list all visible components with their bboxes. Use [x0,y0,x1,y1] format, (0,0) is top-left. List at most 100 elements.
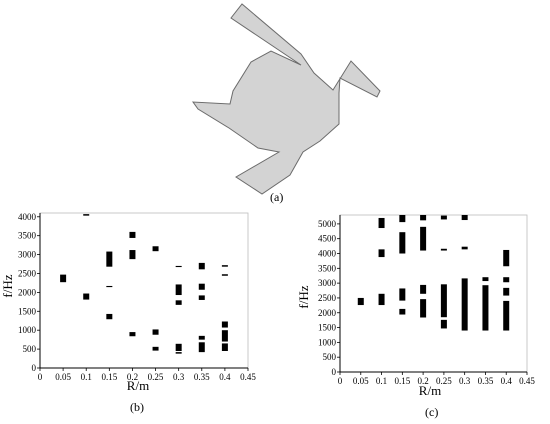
data-mark [175,284,182,296]
data-mark [60,274,67,283]
x-tick-label: 0.35 [478,376,494,386]
data-mark [152,246,159,252]
plot-frame [339,214,528,373]
data-mark [378,217,385,229]
y-tick-label: 3500 [18,231,37,241]
y-axis-label: f/Hz [0,274,15,297]
data-mark [221,330,228,342]
data-mark [129,231,136,238]
chart-b: 0 0.05 0.1 0.15 0.2 0.25 0.3 0.35 0.4 0.45 0 500 100… [0,212,256,393]
data-mark [106,285,113,288]
y-tick-label: 5000 [318,219,337,229]
data-mark [83,293,90,300]
data-mark [378,293,385,306]
data-mark [420,299,427,318]
x-axis-label: R/m [419,383,441,398]
y-tick-label: 4000 [18,212,37,222]
y-tick-label: 4500 [318,234,337,244]
data-mark [83,214,90,216]
x-tick-label: 0.25 [436,376,452,386]
data-mark [129,332,136,337]
y-tick-label: 3500 [318,263,337,273]
data-mark [106,251,113,267]
data-mark [175,300,182,305]
data-mark [378,249,385,258]
y-tick-label: 2000 [318,308,337,318]
chart-c: 0 0.05 0.1 0.15 0.2 0.25 0.3 0.35 0.4 0.45 0 500 100… [296,214,535,398]
x-tick-label: 0.4 [501,376,513,386]
data-mark [221,343,228,351]
data-mark [482,285,489,331]
data-mark [482,277,489,282]
impeller-shape [191,3,381,195]
data-mark [221,321,228,328]
data-mark [440,215,447,220]
data-mark [175,343,182,351]
caption-c: (c) [425,405,439,419]
x-tick-label: 0.15 [394,376,410,386]
data-mark [399,308,406,315]
x-tick-label: 0.3 [173,372,185,382]
y-tick-label: 500 [23,344,37,354]
data-mark [198,283,205,290]
data-mark [420,226,427,251]
data-mark [461,215,468,221]
y-tick-label: 2000 [18,287,37,297]
x-tick-label: 0.25 [148,372,164,382]
x-tick-label: 0.05 [353,376,369,386]
data-mark [198,262,205,270]
y-tick-label: 2500 [318,293,337,303]
data-mark [503,287,510,296]
x-tick-label: 0.05 [55,372,71,382]
data-mark [152,346,159,351]
data-mark [152,329,159,335]
x-tick-label: 0.1 [81,372,92,382]
data-mark [420,284,427,294]
data-mark [106,313,113,320]
x-tick-label: 0.15 [101,372,117,382]
data-mark [399,232,406,254]
data-mark [503,300,510,331]
data-mark [198,342,205,353]
data-mark [461,246,468,250]
x-tick-label: 0.1 [376,376,387,386]
y-tick-label: 4000 [318,249,337,259]
plot-frame [39,212,249,369]
x-axis-label: R/m [127,378,149,393]
data-mark [129,250,136,260]
data-mark [399,215,406,223]
data-mark [175,352,182,354]
data-mark [357,297,364,306]
x-tick-label: 0.45 [519,376,535,386]
x-tick-label: 0.2 [127,372,138,382]
caption-a: (a) [270,190,284,204]
x-tick-label: 0.45 [240,372,256,382]
y-tick-label: 0 [32,363,37,373]
y-tick-label: 0 [332,367,337,377]
data-mark [440,319,447,329]
data-mark [503,277,510,283]
y-tick-label: 1500 [318,323,337,333]
caption-b: (b) [130,400,144,414]
x-tick-label: 0.3 [459,376,471,386]
data-mark [440,248,447,251]
x-tick-label: 0 [38,372,43,382]
x-tick-label: 0 [338,376,343,386]
y-tick-label: 2500 [18,268,37,278]
y-tick-label: 3000 [18,250,37,260]
data-mark [198,335,205,340]
y-tick-label: 500 [323,352,337,362]
x-tick-label: 0.35 [194,372,210,382]
data-mark [221,265,228,267]
y-tick-label: 1000 [318,337,337,347]
impeller-diagram [191,3,381,195]
data-mark [440,284,447,318]
data-mark [420,215,427,221]
data-mark [175,265,182,268]
data-mark [221,274,228,276]
data-mark [198,295,205,300]
y-tick-label: 1500 [18,306,37,316]
y-axis-label: f/Hz [296,285,311,308]
x-tick-label: 0.2 [417,376,428,386]
